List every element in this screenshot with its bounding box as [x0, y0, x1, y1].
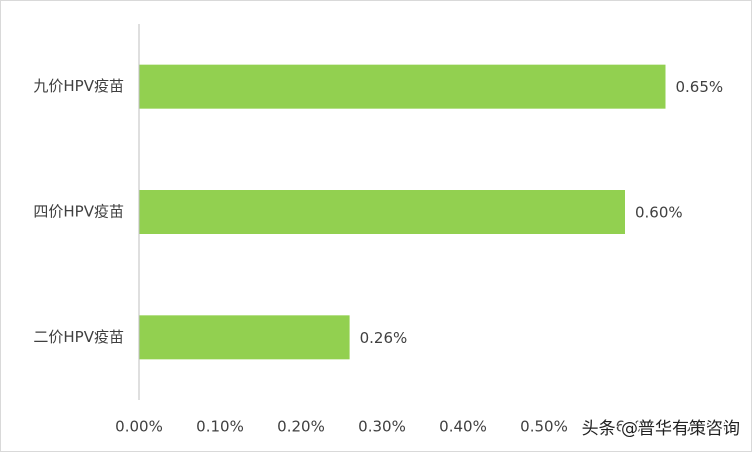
data-label: 0.65%: [676, 78, 724, 96]
x-tick-label: 0.10%: [196, 418, 244, 436]
bar: [139, 64, 666, 109]
data-label: 0.60%: [635, 204, 683, 222]
x-tick-label: 0.40%: [439, 418, 487, 436]
x-tick-label: 0.00%: [115, 418, 163, 436]
x-tick-label: 0.70%: [682, 418, 730, 436]
bar: [139, 190, 625, 234]
x-tick-label: 0.20%: [277, 418, 325, 436]
y-tick-label: 九价HPV疫苗: [33, 77, 124, 95]
x-tick-label: 0.30%: [358, 418, 406, 436]
y-tick-label: 二价HPV疫苗: [33, 328, 124, 346]
x-tick-label: 0.50%: [520, 418, 568, 436]
y-tick-label: 四价HPV疫苗: [33, 203, 124, 221]
watermark: 头条 @普华有策咨询: [582, 419, 740, 439]
bar: [139, 315, 350, 360]
data-label: 0.26%: [360, 329, 408, 347]
x-tick-label: 0.60%: [601, 418, 649, 436]
